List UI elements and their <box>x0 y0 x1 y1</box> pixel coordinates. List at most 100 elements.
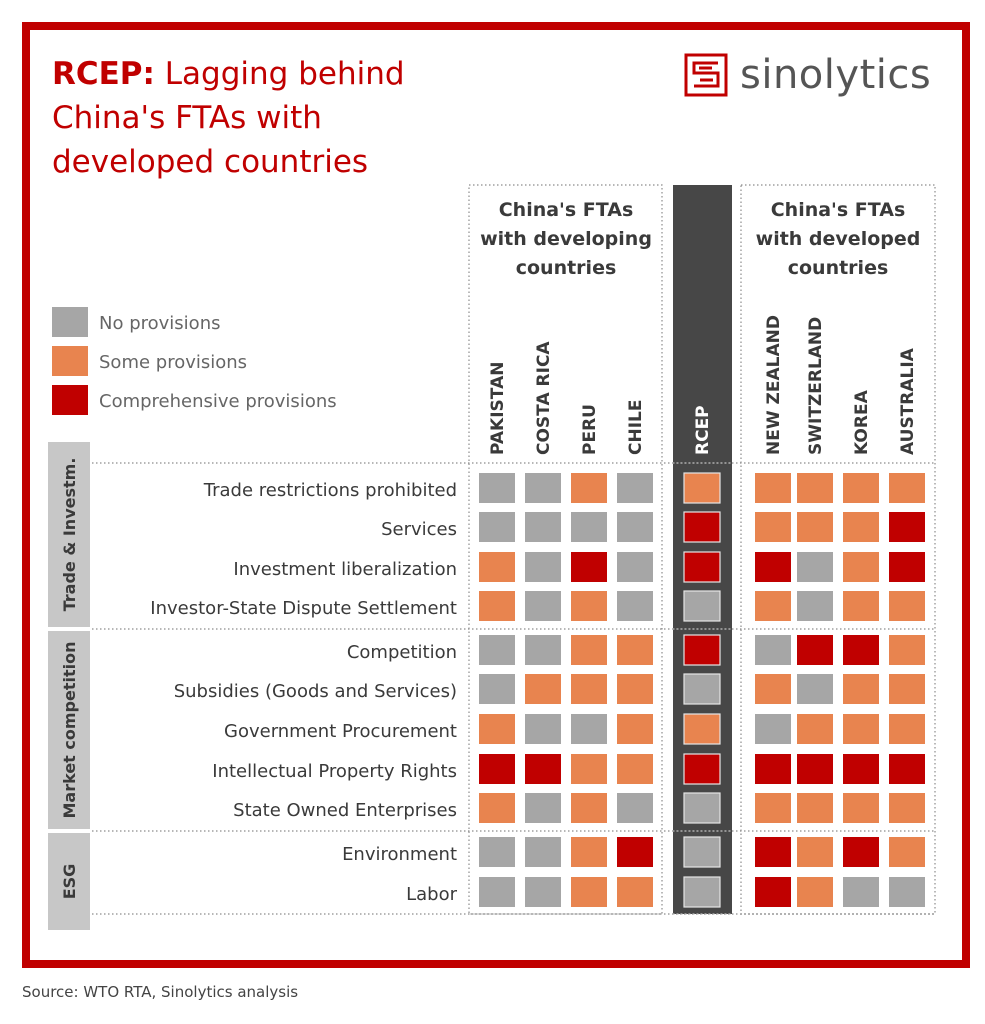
cell-r0-new-zealand <box>755 473 791 503</box>
cell-r5-costa-rica <box>525 674 561 704</box>
row-label-10: Labor <box>406 884 457 905</box>
cell-r6-pakistan <box>479 714 515 744</box>
cell-r3-costa-rica <box>525 591 561 621</box>
cell-r7-rcep <box>683 753 721 785</box>
cell-r3-korea <box>843 591 879 621</box>
cell-r2-korea <box>843 552 879 582</box>
column-group-box-0 <box>468 184 663 915</box>
cell-r0-switzerland <box>797 473 833 503</box>
cell-r2-costa-rica <box>525 552 561 582</box>
cell-r5-pakistan <box>479 674 515 704</box>
cell-r9-pakistan <box>479 837 515 867</box>
cell-r2-switzerland <box>797 552 833 582</box>
sinolytics-logo: sinolytics <box>684 52 931 98</box>
cell-r4-pakistan <box>479 635 515 665</box>
cell-r3-switzerland <box>797 591 833 621</box>
cell-r7-korea <box>843 754 879 784</box>
cell-r7-costa-rica <box>525 754 561 784</box>
cell-r0-costa-rica <box>525 473 561 503</box>
cell-r7-switzerland <box>797 754 833 784</box>
title-rest: Lagging behind China's FTAs with develop… <box>52 56 405 180</box>
cell-r1-peru <box>571 512 607 542</box>
cell-r5-australia <box>889 674 925 704</box>
cell-r0-rcep <box>683 472 721 504</box>
row-group-label-2: ESG <box>60 864 79 900</box>
cell-r2-rcep <box>683 551 721 583</box>
cell-r10-australia <box>889 877 925 907</box>
cell-r8-chile <box>617 793 653 823</box>
cell-r1-pakistan <box>479 512 515 542</box>
column-label-switzerland: SWITZERLAND <box>806 317 826 455</box>
cell-r10-rcep <box>683 876 721 908</box>
cell-r9-rcep <box>683 836 721 868</box>
row-label-6: Government Procurement <box>224 721 457 742</box>
cell-r9-costa-rica <box>525 837 561 867</box>
cell-r6-costa-rica <box>525 714 561 744</box>
row-label-3: Investor-State Dispute Settlement <box>150 598 457 619</box>
cell-r7-peru <box>571 754 607 784</box>
column-label-peru: PERU <box>580 404 600 455</box>
column-label-rcep: RCEP <box>693 405 713 455</box>
cell-r10-costa-rica <box>525 877 561 907</box>
row-label-5: Subsidies (Goods and Services) <box>174 681 457 702</box>
cell-r5-switzerland <box>797 674 833 704</box>
cell-r6-new-zealand <box>755 714 791 744</box>
cell-r10-switzerland <box>797 877 833 907</box>
cell-r7-new-zealand <box>755 754 791 784</box>
column-group-header-2: China's FTAs with developed countries <box>756 199 921 279</box>
cell-r8-pakistan <box>479 793 515 823</box>
cell-r8-peru <box>571 793 607 823</box>
cell-r8-switzerland <box>797 793 833 823</box>
row-group-label-0: Trade & Investm. <box>60 458 79 612</box>
cell-r0-chile <box>617 473 653 503</box>
cell-r1-korea <box>843 512 879 542</box>
cell-r4-korea <box>843 635 879 665</box>
cell-r8-korea <box>843 793 879 823</box>
row-label-9: Environment <box>342 844 457 865</box>
cell-r10-korea <box>843 877 879 907</box>
cell-r1-australia <box>889 512 925 542</box>
row-label-2: Investment liberalization <box>233 559 457 580</box>
chart-title: RCEP: Lagging behind China's FTAs with d… <box>52 52 472 184</box>
row-label-0: Trade restrictions prohibited <box>203 480 457 501</box>
cell-r8-rcep <box>683 792 721 824</box>
row-label-4: Competition <box>347 642 457 663</box>
cell-r3-chile <box>617 591 653 621</box>
legend-label-comp: Comprehensive provisions <box>99 391 337 412</box>
cell-r1-chile <box>617 512 653 542</box>
cell-r3-rcep <box>683 590 721 622</box>
cell-r4-rcep <box>683 634 721 666</box>
cell-r7-pakistan <box>479 754 515 784</box>
logo-mark-icon <box>684 53 728 97</box>
cell-r6-korea <box>843 714 879 744</box>
cell-r9-switzerland <box>797 837 833 867</box>
cell-r3-peru <box>571 591 607 621</box>
legend-label-some: Some provisions <box>99 352 247 373</box>
legend-swatch-none <box>52 307 88 337</box>
cell-r1-rcep <box>683 511 721 543</box>
cell-r3-australia <box>889 591 925 621</box>
cell-r4-costa-rica <box>525 635 561 665</box>
cell-r5-peru <box>571 674 607 704</box>
column-label-pakistan: PAKISTAN <box>488 362 508 455</box>
cell-r4-australia <box>889 635 925 665</box>
column-group-box-1 <box>740 184 936 915</box>
cell-r3-new-zealand <box>755 591 791 621</box>
column-label-australia: AUSTRALIA <box>898 347 918 455</box>
column-label-korea: KOREA <box>852 389 872 455</box>
cell-r8-australia <box>889 793 925 823</box>
cell-r4-new-zealand <box>755 635 791 665</box>
row-group-band-2 <box>48 833 90 930</box>
legend-swatch-comp <box>52 385 88 415</box>
cell-r4-chile <box>617 635 653 665</box>
cell-r2-pakistan <box>479 552 515 582</box>
cell-r10-chile <box>617 877 653 907</box>
cell-r9-australia <box>889 837 925 867</box>
cell-r0-korea <box>843 473 879 503</box>
cell-r0-peru <box>571 473 607 503</box>
cell-r1-costa-rica <box>525 512 561 542</box>
row-group-band-0 <box>48 442 90 627</box>
cell-r2-australia <box>889 552 925 582</box>
cell-r2-chile <box>617 552 653 582</box>
